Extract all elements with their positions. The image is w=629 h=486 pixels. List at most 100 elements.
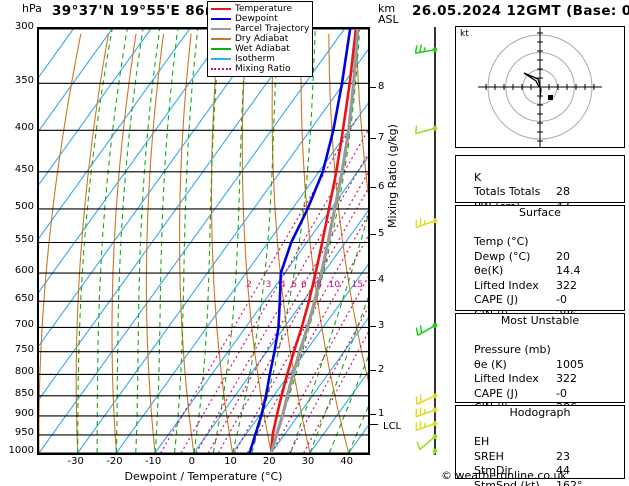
hodo-row-sreh: SREH 44 [456,435,624,478]
hodo-value-sreh: 44 [556,464,570,477]
pressure-tick-label: 350 [14,75,34,87]
legend-label-mixing-ratio: Mixing Ratio [235,64,291,74]
surface-value-theta-e: 322 [556,278,577,292]
legend-label-dry-adiabat: Dry Adiabat [235,34,289,44]
mu-value-theta-e: 322 [556,372,577,385]
wind-barb [415,217,438,229]
legend-label-wet-adiabat: Wet Adiabat [235,44,290,54]
pressure-tick-label: 550 [14,234,34,246]
legend-swatch-dewpoint [211,18,231,20]
legend-item-isotherm: Isotherm [211,54,309,64]
index-value-k: 28 [556,185,570,198]
index-label-totals-totals: Totals Totals [474,185,541,198]
surface-row-temp: Temp (°C) 20 [456,221,624,263]
legend-item-mixing-ratio: Mixing Ratio [211,64,309,74]
hodo-row-stmdir: StmDir 162° [456,450,624,486]
legend-swatch-wet-adiabat [211,48,231,50]
index-label-k: K [474,170,482,184]
wind-barb-column [414,27,455,471]
hodograph-plot[interactable]: kt [455,26,625,148]
surface-row-dewp: Dewp (°C) 14.4 [456,235,624,278]
temperature-tick-label: 10 [224,456,237,467]
skewt-canvas [39,29,368,453]
height-tick-label: 4 [378,274,385,286]
pressure-axis-unit-label: hPa [22,2,42,15]
skewt-diagram[interactable] [37,27,370,455]
pressure-tick-label: 600 [14,265,34,277]
mu-value-lifted-index: -0 [556,386,567,400]
pressure-tick-label: 950 [14,426,34,438]
wind-barb [416,434,438,451]
height-tick-mark [370,233,376,235]
temperature-tick-label: 30 [301,456,315,467]
temperature-tick-label: -30 [67,456,84,467]
surface-row-theta-e: θe(K) 322 [456,250,624,292]
wind-barb [415,407,438,418]
index-row-k: K 28 [456,156,624,199]
mixing-ratio-value-label: 8 [316,280,323,291]
wind-barb [415,393,438,406]
surface-value-temp: 20 [556,249,570,263]
temperature-tick-label: 40 [340,456,353,467]
legend-swatch-dry-adiabat [211,38,231,40]
hodo-label-stmspd: StmSpd (kt) [474,478,540,486]
mixing-ratio-value-label: 4 [279,280,286,291]
mu-row-cin: CIN (J) 33 [456,387,624,429]
hodo-label-stmdir: StmDir [474,464,513,477]
pressure-tick-label: 900 [14,407,34,419]
mu-label-pressure: Pressure (mb) [474,343,551,356]
surface-label-lifted-index: Lifted Index [474,278,539,292]
height-tick-label: 2 [378,364,385,376]
chart-legend: Temperature Dewpoint Parcel Trajectory D… [207,1,314,77]
surface-row-cape: CAPE (J) 286 [456,279,624,321]
legend-label-parcel-trajectory: Parcel Trajectory [235,24,310,34]
sounding-datetime: 26.05.2024 12GMT (Base: 00) [412,3,629,19]
surface-label-dewp: Dewp (°C) [474,249,531,263]
pressure-tick-label: 400 [14,122,34,134]
most-unstable-panel-title: Most Unstable [500,314,580,327]
pressure-tick-label: 700 [14,319,34,331]
hodo-label-eh: EH [474,435,490,448]
height-tick-mark [370,87,376,89]
pressure-tick-label: 850 [14,387,34,399]
mixing-ratio-value-label: 10 [328,280,341,291]
height-tick-mark [370,137,376,139]
mu-row-cape: CAPE (J) 286 [456,372,624,415]
height-tick-mark [370,325,376,327]
height-tick-label: 6 [378,180,385,192]
surface-label-theta-e: θe(K) [474,264,504,277]
mixing-ratio-value-label: 2 [246,280,252,291]
hodograph-trace [523,72,542,100]
legend-swatch-mixing-ratio [211,68,231,70]
surface-label-temp: Temp (°C) [474,235,529,248]
legend-swatch-temperature [211,8,231,10]
copyright-footer: © weatheronline.co.uk [441,469,567,482]
pressure-tick-label: 650 [14,293,34,305]
pressure-tick-label: 300 [14,21,34,32]
temperature-tick-label: 0 [188,456,195,467]
hodo-value-stmdir: 162° [556,478,583,486]
legend-item-wet-adiabat: Wet Adiabat [211,44,309,54]
mixing-ratio-value-label: 15 [351,280,364,291]
temperature-tick-label: 20 [262,456,276,467]
hodograph-stats-title: Hodograph [509,406,571,419]
mixing-ratio-value-label: 6 [300,280,307,291]
pressure-tick-label: 1000 [8,445,34,456]
height-tick-label: 5 [378,227,385,239]
lcl-label: LCL [383,421,402,432]
height-tick-label: 7 [378,131,385,143]
temperature-tick-label: -20 [106,456,123,467]
hodo-row-stmspd: StmSpd (kt) 6 [456,464,624,486]
x-axis-title: Dewpoint / Temperature (°C) [124,470,283,483]
surface-row-cin: CIN (J) 33 [456,293,624,336]
mu-row-pressure: Pressure (mb) 1005 [456,329,624,371]
legend-item-temperature: Temperature [211,4,309,14]
wind-barb [414,125,438,135]
height-tick-label: 8 [378,81,385,93]
legend-item-dry-adiabat: Dry Adiabat [211,34,309,44]
mu-row-lifted-index: Lifted Index -0 [456,358,624,400]
surface-panel: Surface Temp (°C) 20 Dewp (°C) 14.4 θe(K… [455,205,625,336]
mixing-ratio-value-label: 5 [291,280,298,291]
legend-label-temperature: Temperature [235,4,293,14]
temperature-tick-label: -10 [144,456,162,467]
